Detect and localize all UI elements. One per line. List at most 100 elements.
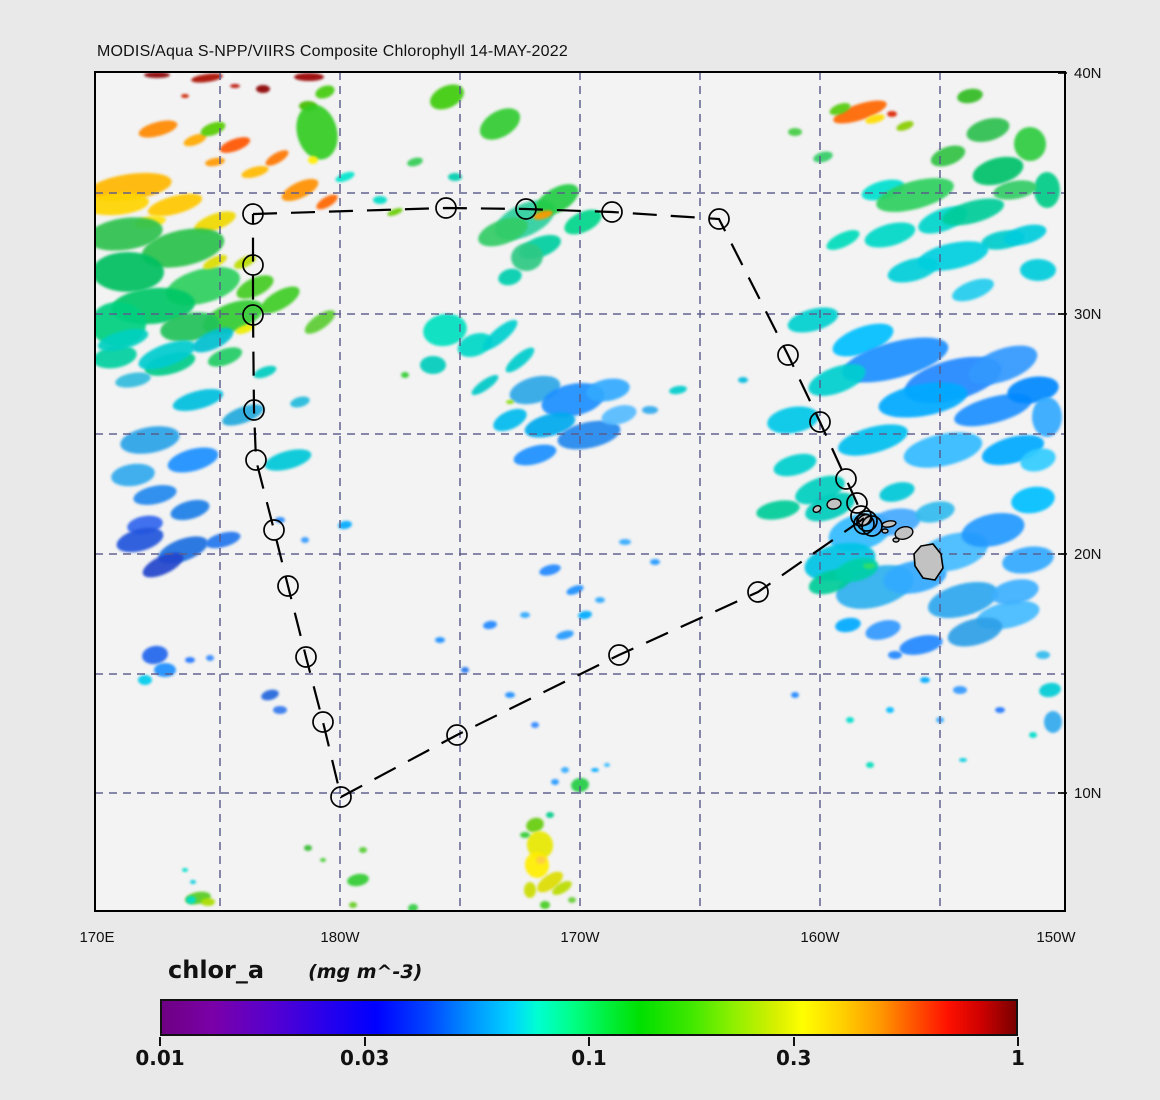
chlorophyll-patch	[142, 645, 168, 665]
colorbar-tick	[588, 1037, 590, 1046]
chlorophyll-patch	[505, 692, 515, 698]
chlorophyll-patch	[961, 512, 1025, 548]
chlorophyll-patch	[511, 242, 543, 272]
station-marker	[809, 411, 831, 433]
chlorophyll-patch	[536, 856, 546, 864]
chlorophyll-patch	[533, 210, 553, 220]
chlorophyll-patch	[183, 133, 207, 147]
chlorophyll-patch	[888, 651, 902, 659]
chlorophyll-patch	[235, 323, 255, 335]
station-marker	[747, 581, 769, 603]
chlorophyll-patch	[138, 120, 178, 138]
chlorophyll-patch	[917, 241, 989, 271]
chlorophyll-patch	[756, 500, 800, 520]
chlorophyll-patch	[301, 537, 309, 543]
chlorophyll-patch	[846, 717, 854, 723]
chlorophyll-patch	[457, 332, 493, 358]
longitude-label: 180W	[320, 929, 360, 946]
chlorophyll-patch	[320, 858, 326, 862]
chlorophyll-patch	[601, 405, 637, 425]
latitude-label: 20N	[1074, 546, 1102, 563]
chlorophyll-patch	[506, 400, 514, 404]
chlorophyll-patch	[941, 198, 1005, 226]
chlorophyll-patch	[256, 85, 270, 93]
chlorophyll-patch	[1044, 711, 1062, 733]
chlorophyll-patch	[111, 463, 155, 487]
chlorophyll-patch	[915, 501, 955, 523]
longitude-label: 170E	[79, 929, 114, 946]
chlorophyll-patch	[308, 156, 318, 164]
chlorophyll-patch	[304, 845, 312, 851]
station-marker	[263, 519, 285, 541]
ship-track-line	[251, 206, 865, 799]
chlorophyll-patch	[261, 689, 279, 701]
colorbar-tick-label: 0.03	[340, 1046, 390, 1070]
station-marker	[608, 644, 630, 666]
chlorophyll-patch	[471, 374, 499, 396]
chlorophyll-patch	[591, 768, 599, 772]
chlorophyll-patch	[650, 559, 660, 565]
chlorophyll-patch	[526, 817, 544, 833]
chlorophyll-patch	[535, 184, 579, 216]
station-marker	[435, 197, 457, 219]
chlorophyll-patch	[571, 777, 589, 793]
chlorophyll-patch	[966, 117, 1010, 143]
chlorophyll-patch	[182, 868, 188, 872]
chlorophyll-patch	[1034, 172, 1060, 208]
chlorophyll-patch	[95, 345, 137, 369]
chlorophyll-patch	[95, 192, 149, 216]
chlorophyll-patch	[194, 211, 236, 233]
chlorophyll-patch	[920, 677, 930, 683]
chlorophyll-patch	[200, 121, 226, 137]
latitude-label: 40N	[1074, 65, 1102, 82]
longitude-label: 150W	[1036, 929, 1076, 946]
island-niihau	[812, 505, 822, 513]
chlorophyll-patch	[138, 340, 196, 370]
colorbar-tick	[363, 1037, 366, 1046]
station-marker	[242, 304, 264, 326]
chlorophyll-patch	[927, 581, 999, 619]
chlorophyll-patch	[205, 531, 241, 549]
chlorophyll-patch	[865, 114, 885, 124]
chlorophyll-patch	[167, 447, 219, 473]
chlorophyll-patch	[264, 449, 312, 471]
chlorophyll-patch	[435, 637, 445, 643]
chlorophyll-patch	[835, 617, 861, 633]
chlorophyll-patch	[505, 347, 535, 373]
chlorophyll-patch	[526, 831, 554, 859]
chlorophyll-patch	[1029, 732, 1037, 738]
station-marker	[777, 344, 799, 366]
chlorophyll-patch	[808, 364, 866, 396]
colorbar-tick	[792, 1037, 795, 1046]
map-frame	[94, 71, 1066, 912]
chlorophyll-patch	[373, 196, 387, 204]
chlorophyll-patch	[899, 635, 943, 655]
chlorophyll-patch	[595, 597, 605, 603]
map-title: MODIS/Aqua S-NPP/VIIRS Composite Chlorop…	[97, 43, 568, 60]
chlorophyll-patch	[138, 675, 152, 685]
chlorophyll-patch	[561, 767, 569, 773]
colorbar-units: (mg m^-3)	[308, 961, 423, 983]
chlorophyll-patch	[236, 275, 274, 299]
chlorophyll-patch	[115, 372, 151, 388]
chlorophyll-patch	[407, 157, 423, 167]
chlorophyll-patch	[887, 111, 897, 117]
colorbar-tick-label: 0.01	[135, 1046, 185, 1070]
chlorophyll-patch	[879, 482, 915, 502]
chlorophyll-patch	[953, 686, 967, 694]
chlorophyll-patch	[886, 707, 894, 713]
chlorophyll-patch	[1020, 448, 1056, 472]
chlorophyll-patch	[154, 663, 176, 677]
colorbar-tick-label: 0.1	[571, 1046, 607, 1070]
island-hawaii-big-island	[913, 543, 944, 581]
chlorophyll-patch	[190, 880, 196, 884]
station-marker	[708, 208, 730, 230]
station-marker	[856, 510, 878, 532]
chlorophyll-patch	[185, 657, 195, 663]
chlorophyll-patch	[564, 209, 602, 235]
chlorophyll-patch	[349, 902, 357, 908]
chlorophyll-patch	[669, 385, 687, 395]
chlorophyll-patch	[347, 873, 369, 887]
chlorophyll-patch	[1003, 224, 1047, 246]
